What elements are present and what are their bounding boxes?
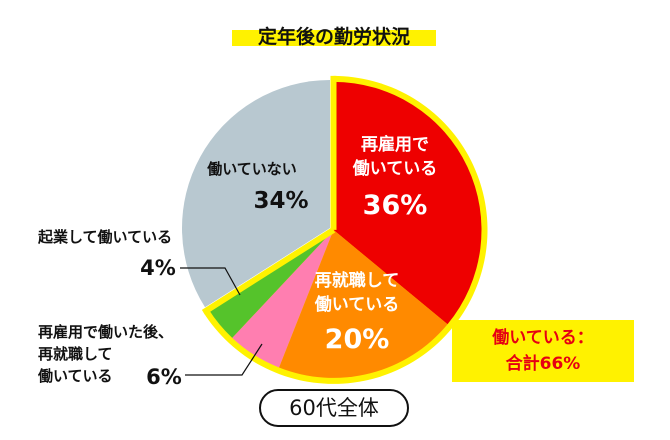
title-highlight	[232, 30, 436, 46]
leader-line	[185, 343, 263, 376]
slice-value-label: 36%	[363, 190, 428, 221]
slice-value-label: 34%	[253, 188, 308, 214]
pie-slice	[182, 80, 330, 308]
slice-value-label: 20%	[325, 324, 390, 355]
leader-line	[180, 267, 241, 296]
slice-label: 再就職して	[315, 270, 400, 291]
slice-label: 起業して働いている	[37, 228, 172, 246]
slice-label: 働いていない	[206, 160, 297, 178]
pie-slice	[232, 229, 334, 368]
working-total-callout: 働いている： 合計66%	[452, 320, 634, 382]
group-label-badge: 60代全体	[259, 389, 409, 427]
slice-label: 働いている	[37, 367, 113, 385]
pie-slice	[333, 81, 482, 325]
slice-value-label: 4%	[140, 256, 176, 280]
slice-label: 働いている	[314, 294, 400, 315]
slice-label: 再雇用で	[361, 134, 429, 155]
slice-label: 再就職して	[38, 345, 113, 363]
pie-slice	[208, 229, 334, 338]
slice-label: 働いている	[352, 158, 438, 179]
callout-line1: 働いている：	[492, 328, 594, 348]
pie-slice	[279, 229, 448, 378]
slice-value-label: 6%	[146, 365, 182, 389]
slice-label: 再雇用で働いた後、	[38, 323, 173, 341]
callout-line2: 合計66%	[505, 354, 581, 374]
chart-title: 定年後の勤労状況	[258, 25, 410, 48]
